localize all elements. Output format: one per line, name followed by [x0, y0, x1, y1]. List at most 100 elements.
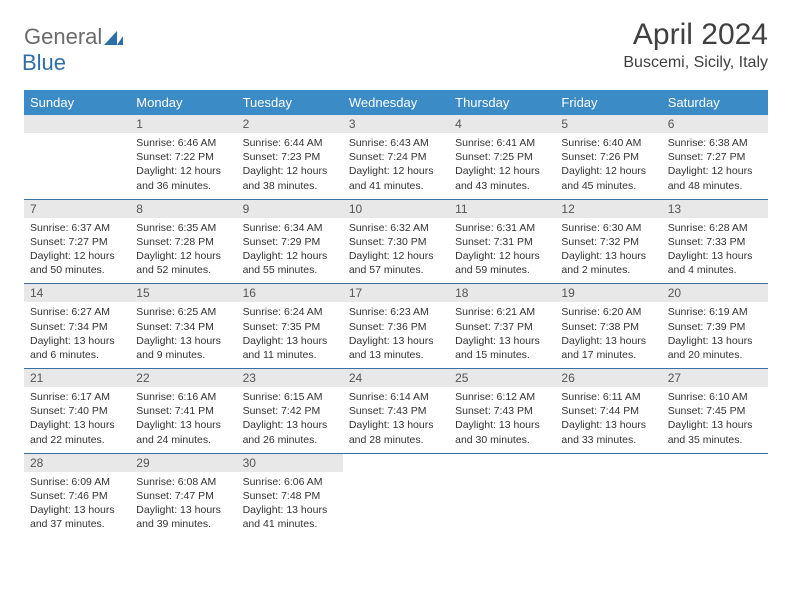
calendar-cell: 2Sunrise: 6:44 AMSunset: 7:23 PMDaylight…	[237, 115, 343, 199]
calendar-cell: 6Sunrise: 6:38 AMSunset: 7:27 PMDaylight…	[662, 115, 768, 199]
day-number: 17	[343, 284, 449, 302]
daylight-line: Daylight: 13 hours	[561, 418, 655, 432]
sunrise-line: Sunrise: 6:28 AM	[668, 221, 762, 235]
sunset-line: Sunset: 7:22 PM	[136, 150, 230, 164]
sunrise-line: Sunrise: 6:24 AM	[243, 305, 337, 319]
daylight-line2: and 38 minutes.	[243, 179, 337, 193]
daylight-line: Daylight: 12 hours	[455, 164, 549, 178]
calendar-cell: 26Sunrise: 6:11 AMSunset: 7:44 PMDayligh…	[555, 369, 661, 454]
sunrise-line: Sunrise: 6:08 AM	[136, 475, 230, 489]
day-number: 21	[24, 369, 130, 387]
sunrise-line: Sunrise: 6:46 AM	[136, 136, 230, 150]
day-content: Sunrise: 6:15 AMSunset: 7:42 PMDaylight:…	[237, 387, 343, 453]
day-content: Sunrise: 6:06 AMSunset: 7:48 PMDaylight:…	[237, 472, 343, 538]
day-content: Sunrise: 6:34 AMSunset: 7:29 PMDaylight:…	[237, 218, 343, 284]
daylight-line2: and 2 minutes.	[561, 263, 655, 277]
day-content: Sunrise: 6:24 AMSunset: 7:35 PMDaylight:…	[237, 302, 343, 368]
sunrise-line: Sunrise: 6:19 AM	[668, 305, 762, 319]
title-block: April 2024 Buscemi, Sicily, Italy	[623, 18, 768, 72]
daylight-line2: and 41 minutes.	[243, 517, 337, 531]
calendar-cell: 5Sunrise: 6:40 AMSunset: 7:26 PMDaylight…	[555, 115, 661, 199]
calendar-cell: 13Sunrise: 6:28 AMSunset: 7:33 PMDayligh…	[662, 199, 768, 284]
daylight-line: Daylight: 13 hours	[243, 334, 337, 348]
daylight-line2: and 4 minutes.	[668, 263, 762, 277]
day-number: 12	[555, 200, 661, 218]
daylight-line: Daylight: 13 hours	[30, 503, 124, 517]
day-number: 14	[24, 284, 130, 302]
calendar-row: 7Sunrise: 6:37 AMSunset: 7:27 PMDaylight…	[24, 199, 768, 284]
calendar-cell: 15Sunrise: 6:25 AMSunset: 7:34 PMDayligh…	[130, 284, 236, 369]
sunrise-line: Sunrise: 6:43 AM	[349, 136, 443, 150]
day-content: Sunrise: 6:27 AMSunset: 7:34 PMDaylight:…	[24, 302, 130, 368]
day-number: 24	[343, 369, 449, 387]
sunset-line: Sunset: 7:35 PM	[243, 320, 337, 334]
calendar-cell: 20Sunrise: 6:19 AMSunset: 7:39 PMDayligh…	[662, 284, 768, 369]
calendar-cell: 14Sunrise: 6:27 AMSunset: 7:34 PMDayligh…	[24, 284, 130, 369]
sunrise-line: Sunrise: 6:17 AM	[30, 390, 124, 404]
day-number: 23	[237, 369, 343, 387]
daylight-line2: and 22 minutes.	[30, 433, 124, 447]
day-header: Monday	[130, 90, 236, 115]
day-content: Sunrise: 6:41 AMSunset: 7:25 PMDaylight:…	[449, 133, 555, 199]
calendar-cell: 28Sunrise: 6:09 AMSunset: 7:46 PMDayligh…	[24, 453, 130, 537]
calendar-cell: 27Sunrise: 6:10 AMSunset: 7:45 PMDayligh…	[662, 369, 768, 454]
daylight-line2: and 45 minutes.	[561, 179, 655, 193]
daylight-line: Daylight: 12 hours	[243, 249, 337, 263]
day-number: 1	[130, 115, 236, 133]
sunrise-line: Sunrise: 6:34 AM	[243, 221, 337, 235]
daylight-line2: and 41 minutes.	[349, 179, 443, 193]
daylight-line2: and 13 minutes.	[349, 348, 443, 362]
sunrise-line: Sunrise: 6:30 AM	[561, 221, 655, 235]
daylight-line: Daylight: 12 hours	[30, 249, 124, 263]
daylight-line: Daylight: 12 hours	[668, 164, 762, 178]
day-content: Sunrise: 6:38 AMSunset: 7:27 PMDaylight:…	[662, 133, 768, 199]
calendar-cell	[24, 115, 130, 199]
day-content: Sunrise: 6:40 AMSunset: 7:26 PMDaylight:…	[555, 133, 661, 199]
day-number: 25	[449, 369, 555, 387]
day-number: 8	[130, 200, 236, 218]
daylight-line: Daylight: 12 hours	[136, 249, 230, 263]
brand-logo: GeneralBlue	[24, 24, 124, 76]
day-number: 15	[130, 284, 236, 302]
daylight-line: Daylight: 13 hours	[136, 418, 230, 432]
day-content: Sunrise: 6:35 AMSunset: 7:28 PMDaylight:…	[130, 218, 236, 284]
calendar-cell	[343, 453, 449, 537]
daylight-line: Daylight: 13 hours	[455, 334, 549, 348]
day-number: 29	[130, 454, 236, 472]
daylight-line2: and 33 minutes.	[561, 433, 655, 447]
daylight-line2: and 55 minutes.	[243, 263, 337, 277]
sunset-line: Sunset: 7:34 PM	[30, 320, 124, 334]
daylight-line2: and 30 minutes.	[455, 433, 549, 447]
day-number: 13	[662, 200, 768, 218]
daylight-line: Daylight: 13 hours	[136, 503, 230, 517]
daylight-line2: and 39 minutes.	[136, 517, 230, 531]
calendar-cell: 7Sunrise: 6:37 AMSunset: 7:27 PMDaylight…	[24, 199, 130, 284]
daylight-line2: and 37 minutes.	[30, 517, 124, 531]
sunrise-line: Sunrise: 6:35 AM	[136, 221, 230, 235]
day-number: 20	[662, 284, 768, 302]
day-content: Sunrise: 6:44 AMSunset: 7:23 PMDaylight:…	[237, 133, 343, 199]
day-content: Sunrise: 6:16 AMSunset: 7:41 PMDaylight:…	[130, 387, 236, 453]
day-number: 28	[24, 454, 130, 472]
daylight-line: Daylight: 12 hours	[136, 164, 230, 178]
daylight-line: Daylight: 13 hours	[668, 334, 762, 348]
calendar-cell: 22Sunrise: 6:16 AMSunset: 7:41 PMDayligh…	[130, 369, 236, 454]
sunset-line: Sunset: 7:26 PM	[561, 150, 655, 164]
calendar-cell: 1 Sunrise: 6:46 AMSunset: 7:22 PMDaylight…	[130, 115, 236, 199]
sunrise-line: Sunrise: 6:38 AM	[668, 136, 762, 150]
sunset-line: Sunset: 7:37 PM	[455, 320, 549, 334]
day-content: Sunrise: 6:17 AMSunset: 7:40 PMDaylight:…	[24, 387, 130, 453]
calendar-cell: 21Sunrise: 6:17 AMSunset: 7:40 PMDayligh…	[24, 369, 130, 454]
brand-word2: Blue	[22, 50, 66, 75]
sunrise-line: Sunrise: 6:27 AM	[30, 305, 124, 319]
sunset-line: Sunset: 7:25 PM	[455, 150, 549, 164]
sunrise-line: Sunrise: 6:12 AM	[455, 390, 549, 404]
sunrise-line: Sunrise: 6:20 AM	[561, 305, 655, 319]
daylight-line: Daylight: 13 hours	[561, 334, 655, 348]
brand-triangle-icon	[104, 29, 124, 50]
calendar-cell: 12Sunrise: 6:30 AMSunset: 7:32 PMDayligh…	[555, 199, 661, 284]
day-content: Sunrise: 6:20 AMSunset: 7:38 PMDaylight:…	[555, 302, 661, 368]
sunrise-line: Sunrise: 6:44 AM	[243, 136, 337, 150]
sunrise-line: Sunrise: 6:40 AM	[561, 136, 655, 150]
calendar-cell: 3Sunrise: 6:43 AMSunset: 7:24 PMDaylight…	[343, 115, 449, 199]
